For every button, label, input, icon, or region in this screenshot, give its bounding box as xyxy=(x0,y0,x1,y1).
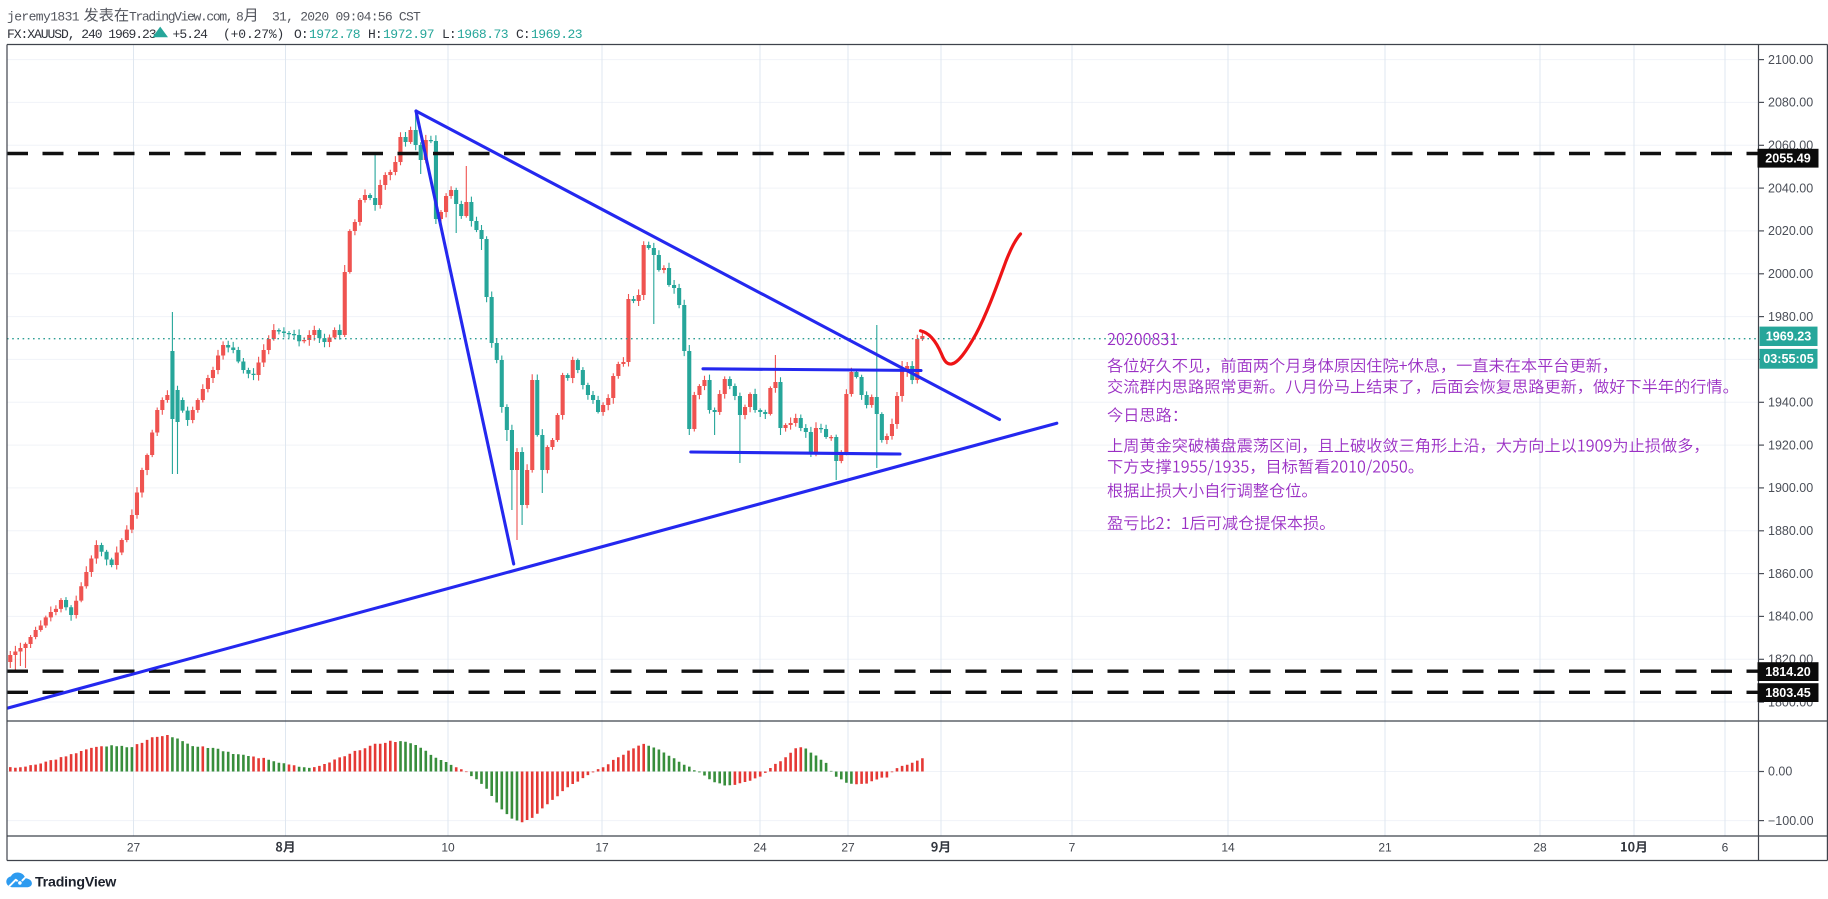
svg-text:0.00: 0.00 xyxy=(1768,765,1792,779)
svg-text:O:: O: xyxy=(294,27,308,42)
svg-text:1920.00: 1920.00 xyxy=(1768,438,1813,452)
svg-text:H:: H: xyxy=(368,27,382,42)
svg-text:21: 21 xyxy=(1378,841,1392,855)
svg-text:jeremy1831: jeremy1831 xyxy=(7,10,80,25)
svg-text:1803.45: 1803.45 xyxy=(1765,686,1811,700)
svg-text:2020.00: 2020.00 xyxy=(1768,224,1813,238)
svg-text:10: 10 xyxy=(441,841,455,855)
svg-text:2055.49: 2055.49 xyxy=(1765,152,1811,166)
svg-text:17: 17 xyxy=(595,841,609,855)
svg-text:1972.78: 1972.78 xyxy=(309,27,360,42)
svg-text:1940.00: 1940.00 xyxy=(1768,396,1813,410)
svg-text:6: 6 xyxy=(1722,841,1729,855)
svg-text:1860.00: 1860.00 xyxy=(1768,567,1813,581)
svg-text:1972.97: 1972.97 xyxy=(383,27,434,42)
svg-text:1814.20: 1814.20 xyxy=(1765,665,1811,679)
svg-text:C:: C: xyxy=(516,27,530,42)
svg-text:8: 8 xyxy=(236,10,243,25)
svg-text:14: 14 xyxy=(1221,841,1235,855)
svg-text:2100.00: 2100.00 xyxy=(1768,53,1813,67)
svg-text:2000.00: 2000.00 xyxy=(1768,267,1813,281)
svg-text:1840.00: 1840.00 xyxy=(1768,610,1813,624)
svg-text:1969.23: 1969.23 xyxy=(1766,330,1812,344)
svg-text:(+0.27%): (+0.27%) xyxy=(223,27,284,42)
svg-text:7: 7 xyxy=(1069,841,1076,855)
svg-text:TradingView.com,: TradingView.com, xyxy=(129,10,232,25)
svg-text:1880.00: 1880.00 xyxy=(1768,524,1813,538)
svg-text:1900.00: 1900.00 xyxy=(1768,481,1813,495)
svg-text:2080.00: 2080.00 xyxy=(1768,96,1813,110)
svg-text:FX:XAUUSD, 240 1969.23: FX:XAUUSD, 240 1969.23 xyxy=(7,27,156,42)
svg-text:+5.24: +5.24 xyxy=(173,27,209,42)
svg-text:2040.00: 2040.00 xyxy=(1768,181,1813,195)
svg-text:L:: L: xyxy=(442,27,456,42)
svg-text:1968.73: 1968.73 xyxy=(457,27,508,42)
svg-text:TradingView: TradingView xyxy=(35,875,117,891)
svg-text:1980.00: 1980.00 xyxy=(1768,310,1813,324)
svg-text:28: 28 xyxy=(1533,841,1547,855)
svg-text:1969.23: 1969.23 xyxy=(531,27,582,42)
svg-text:27: 27 xyxy=(127,841,141,855)
svg-text:31, 2020 09:04:56 CST: 31, 2020 09:04:56 CST xyxy=(272,10,421,25)
svg-text:24: 24 xyxy=(753,841,767,855)
svg-text:−100.00: −100.00 xyxy=(1768,814,1814,828)
svg-text:03:55:05: 03:55:05 xyxy=(1763,352,1813,366)
svg-text:27: 27 xyxy=(841,841,855,855)
